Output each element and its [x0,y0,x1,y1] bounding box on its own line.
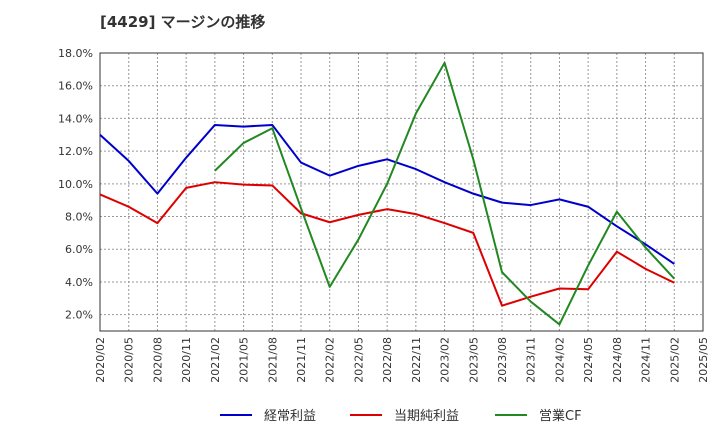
x-tick-label: 2024/11 [640,337,653,383]
x-tick-label: 2020/05 [123,337,136,383]
x-tick-label: 2023/05 [467,337,480,383]
legend-label: 経常利益 [264,409,316,424]
y-axis-ticks: 2.0% 4.0% 6.0% 8.0% 10.0% 12.0% 14.0% 16.0% 18.0… [58,47,93,322]
x-axis-ticks: 2020/02 2020/05 2020/08 2020/11 2021/02 2021/… [94,337,710,383]
x-tick-label: 2022/05 [352,337,365,383]
x-tick-label: 2020/08 [151,337,164,383]
x-tick-label: 2025/05 [697,337,710,383]
legend: 経常利益 当期純利益 営業CF [220,408,582,424]
series-lines [99,61,676,326]
y-tick-label: 8.0% [65,211,93,224]
y-tick-label: 4.0% [65,276,93,289]
series-line-1 [99,123,675,265]
x-tick-label: 2021/05 [238,337,251,383]
x-tick-label: 2022/02 [324,337,337,383]
x-tick-label: 2021/02 [209,337,222,383]
x-tick-label: 2024/08 [611,337,624,383]
x-tick-label: 2022/11 [410,337,423,383]
chart-title: [4429] マージンの推移 [100,13,265,31]
x-tick-label: 2021/08 [266,337,279,383]
y-tick-label: 16.0% [58,80,93,93]
x-tick-label: 2024/02 [553,337,566,383]
x-tick-label: 2023/02 [439,337,452,383]
y-tick-label: 12.0% [58,145,93,158]
x-tick-label: 2023/11 [525,337,538,383]
legend-label: 営業CF [539,408,582,424]
x-tick-label: 2022/08 [381,337,394,383]
legend-label: 当期純利益 [394,409,459,424]
y-tick-label: 2.0% [65,309,93,322]
x-tick-label: 2023/08 [496,337,509,383]
x-tick-label: 2024/05 [582,337,595,383]
y-tick-label: 18.0% [58,47,93,60]
x-tick-label: 2025/02 [668,337,681,383]
y-tick-label: 14.0% [58,112,93,125]
x-tick-label: 2020/11 [180,337,193,383]
series-line-3 [214,61,676,326]
plot-frame [99,52,704,332]
y-tick-label: 10.0% [58,178,93,191]
grid-lines [100,52,703,331]
x-tick-label: 2020/02 [94,337,107,383]
x-tick-label: 2021/11 [295,337,308,383]
y-tick-label: 6.0% [65,243,93,256]
series-line-2 [99,181,675,307]
